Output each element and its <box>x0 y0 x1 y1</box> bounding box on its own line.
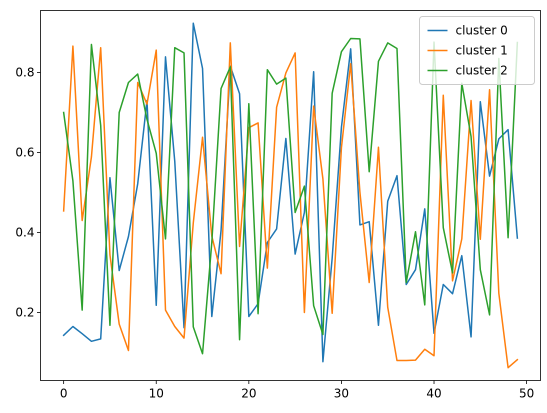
legend-label-2: cluster 2 <box>456 64 508 78</box>
x-axis: 0 10 20 30 40 50 <box>60 380 534 401</box>
legend-label-0: cluster 0 <box>456 24 508 38</box>
x-tick-label: 20 <box>241 387 256 401</box>
x-tick-label: 40 <box>426 387 441 401</box>
plot-frame <box>40 10 541 381</box>
y-tick-label: 0.2 <box>15 306 34 320</box>
x-tick-label: 10 <box>149 387 164 401</box>
y-tick-label: 0.8 <box>15 66 34 80</box>
series-layer <box>62 22 519 369</box>
x-tick-label: 50 <box>519 387 534 401</box>
y-tick-label: 0.4 <box>15 226 34 240</box>
y-axis: 0.2 0.4 0.6 0.8 <box>15 66 41 320</box>
y-tick-label: 0.6 <box>15 146 34 160</box>
legend: cluster 0 cluster 1 cluster 2 <box>419 16 535 85</box>
x-tick-label: 30 <box>334 387 349 401</box>
series-line-1 <box>62 42 519 369</box>
x-tick-label: 0 <box>60 387 68 401</box>
series-line-2 <box>62 37 519 355</box>
series-line-0 <box>62 22 519 363</box>
legend-box <box>419 16 535 85</box>
legend-label-1: cluster 1 <box>456 44 508 58</box>
